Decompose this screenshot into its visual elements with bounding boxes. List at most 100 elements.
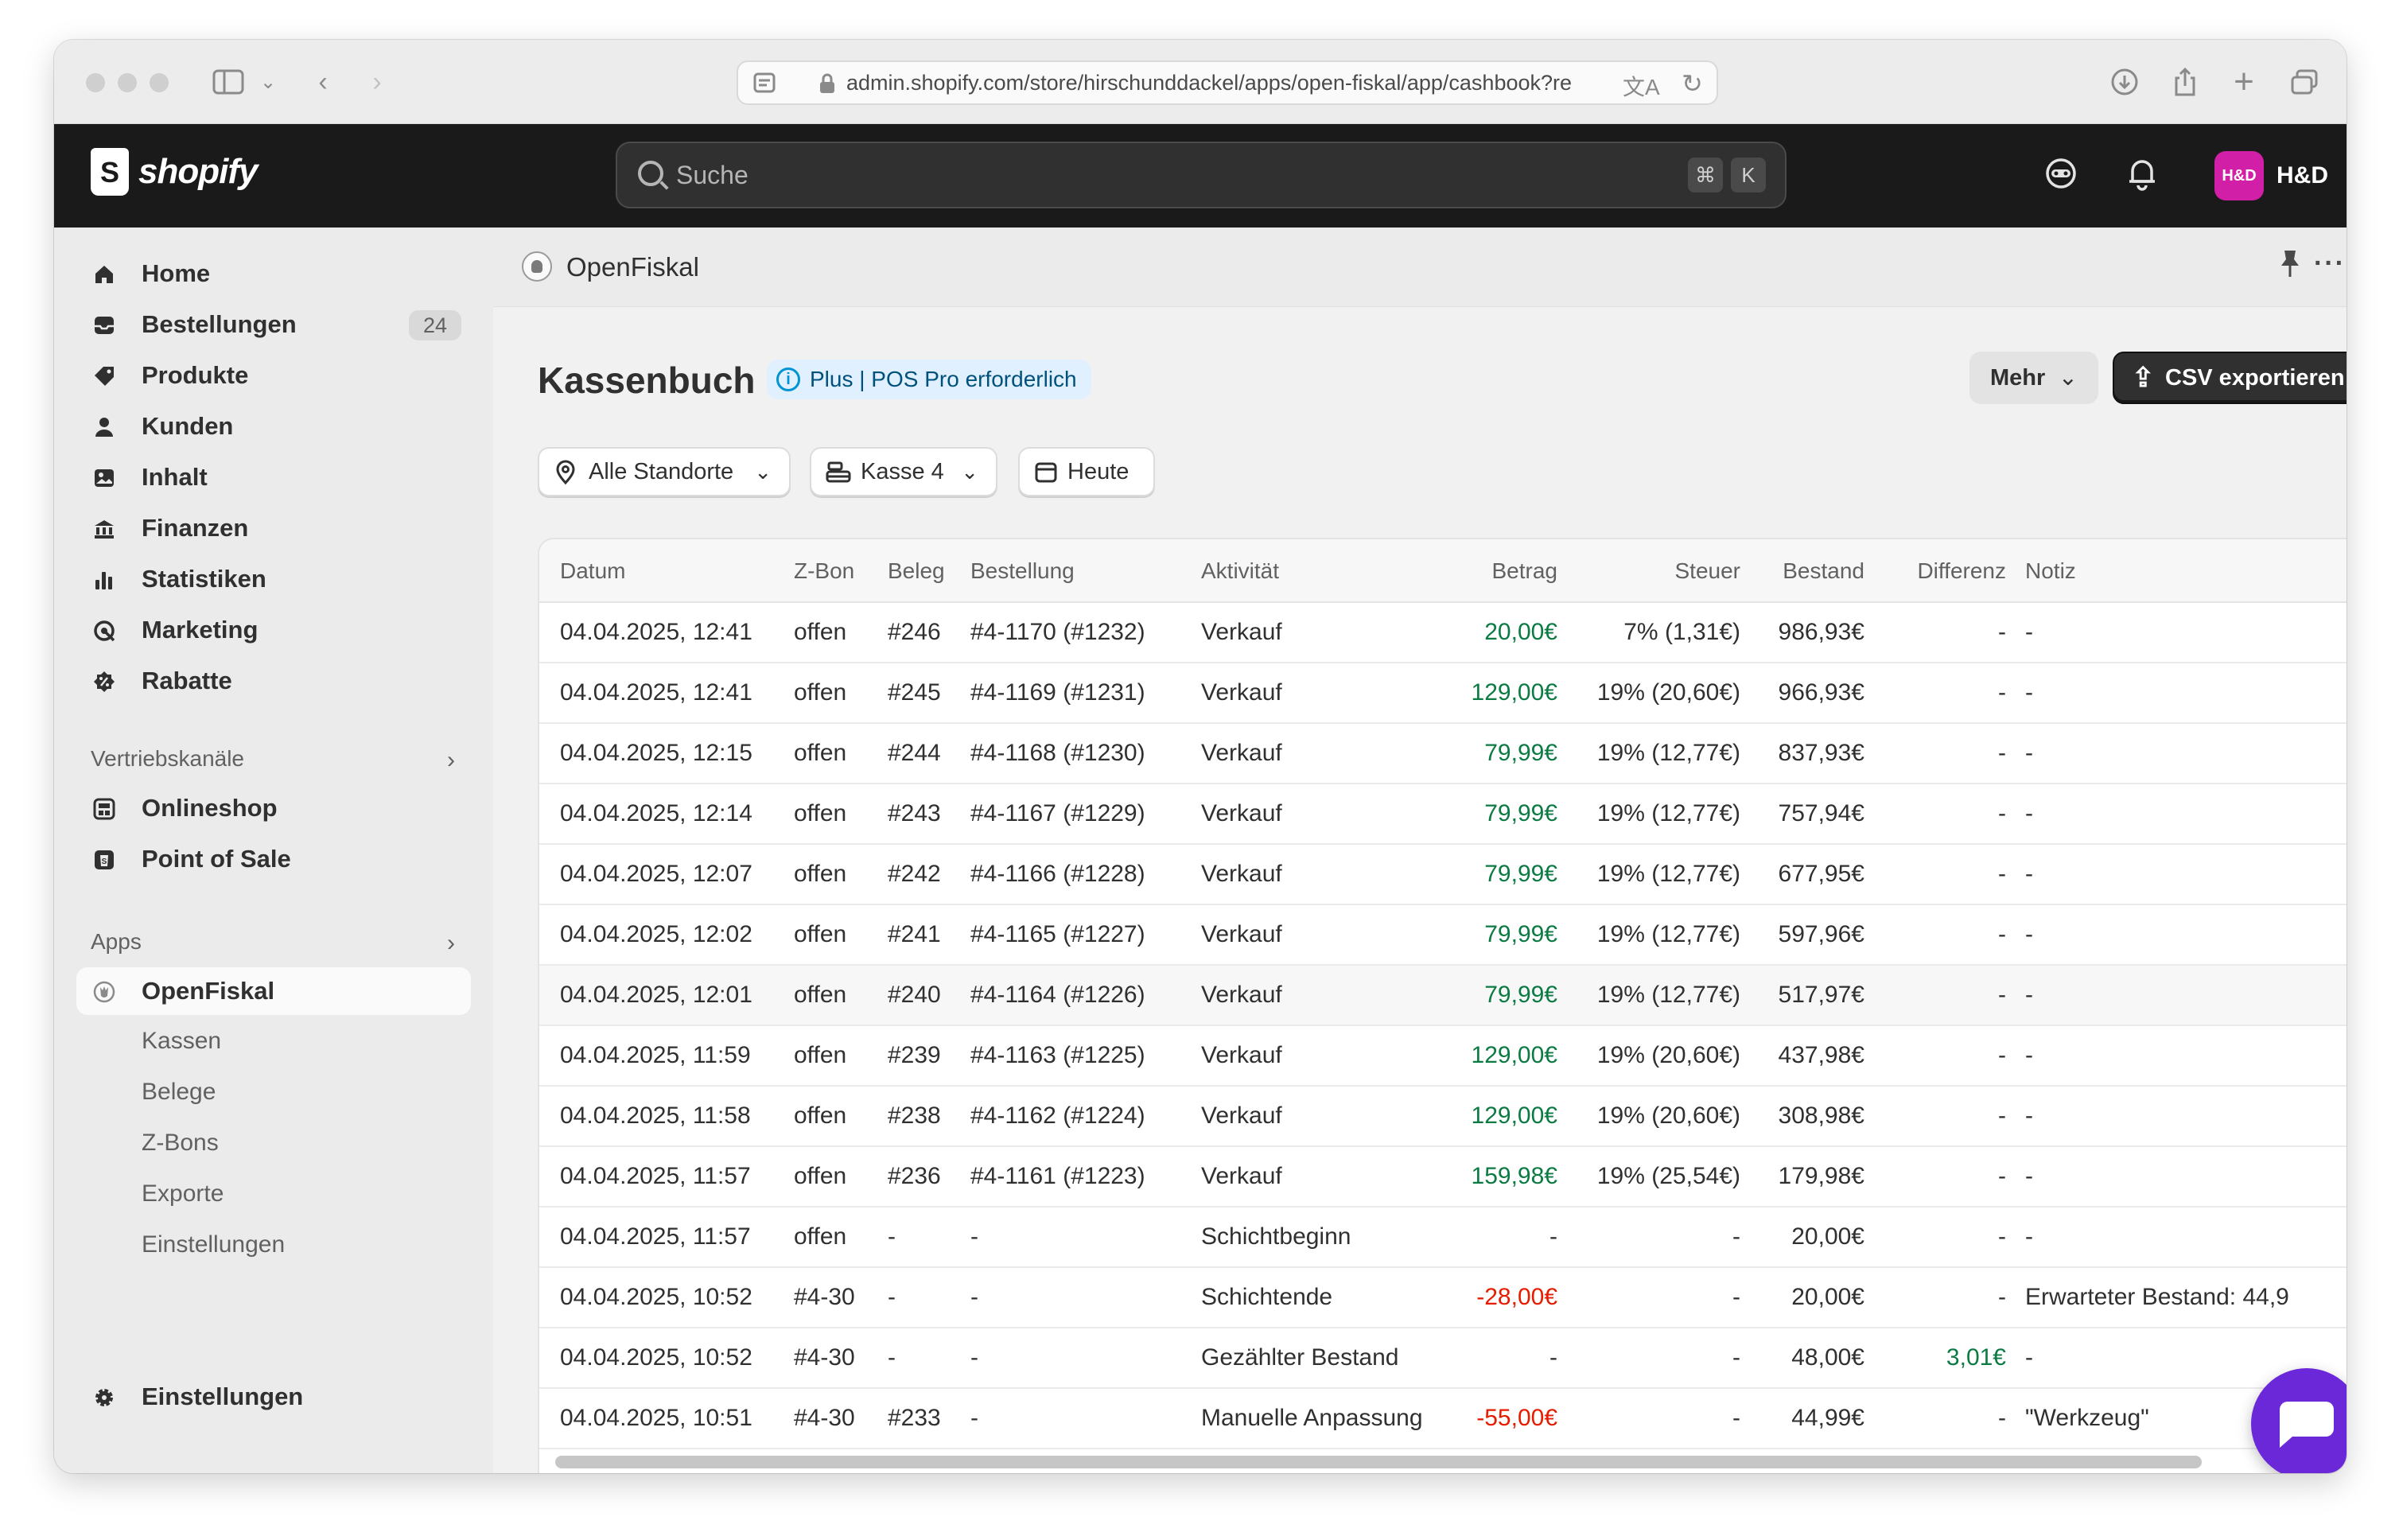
- translate-icon[interactable]: 文A: [1623, 75, 1660, 99]
- cell-difference: -: [1998, 1284, 2006, 1310]
- sidebar-item-openfiskal[interactable]: OpenFiskal: [76, 967, 471, 1015]
- register-filter[interactable]: Kasse 4 ⌄: [810, 447, 997, 496]
- cell-order[interactable]: #4-1165 (#1227): [970, 921, 1145, 947]
- cell-balance: 837,93€: [1778, 740, 1864, 766]
- more-button[interactable]: Mehr ⌄: [1969, 352, 2098, 404]
- cell-activity: Verkauf: [1201, 740, 1282, 766]
- sidebar-subitem-receipts[interactable]: Belege: [142, 1079, 216, 1105]
- cell-order[interactable]: #4-1166 (#1228): [970, 861, 1145, 887]
- horizontal-scrollbar[interactable]: [555, 1456, 2202, 1468]
- csv-export-button[interactable]: ⇪ CSV exportieren: [2113, 352, 2347, 404]
- sales-channels-chevron-icon[interactable]: ›: [447, 747, 455, 773]
- table-row[interactable]: 04.04.2025, 11:57 offen - - Schichtbeginn - -2…: [539, 1208, 2347, 1268]
- column-header-note[interactable]: Notiz: [2025, 558, 2076, 583]
- cell-order[interactable]: #4-1169 (#1231): [970, 679, 1145, 706]
- table-row[interactable]: 04.04.2025, 11:58 offen #238 #4-1162 (#1224…: [539, 1087, 2347, 1147]
- column-header-receipt[interactable]: Beleg: [888, 558, 945, 583]
- column-header-z-report[interactable]: Z-Bon: [794, 558, 855, 583]
- table-row[interactable]: 04.04.2025, 12:14 offen #243 #4-1167 (#1229…: [539, 784, 2347, 845]
- sidebar-subitem-app-settings[interactable]: Einstellungen: [142, 1231, 286, 1258]
- table-row[interactable]: 04.04.2025, 10:52 #4-30 - - Schichtende -28,0…: [539, 1268, 2347, 1328]
- cell-order[interactable]: #4-1170 (#1232): [970, 619, 1145, 645]
- reload-icon[interactable]: ↻: [1682, 69, 1703, 98]
- tab-group-chevron-icon[interactable]: ⌄: [259, 71, 277, 93]
- zoom-window-button[interactable]: [150, 73, 169, 92]
- sidebar-item-products[interactable]: Produkte: [76, 352, 471, 399]
- downloads-icon[interactable]: [2106, 64, 2143, 100]
- store-avatar[interactable]: H&D: [2214, 151, 2264, 200]
- search-input[interactable]: Suche ⌘ K: [616, 142, 1787, 208]
- sidebar-item-finance[interactable]: Finanzen: [76, 504, 471, 552]
- minimize-window-button[interactable]: [118, 73, 137, 92]
- cell-activity: Verkauf: [1201, 800, 1282, 826]
- column-header-amount[interactable]: Betrag: [1491, 558, 1558, 583]
- forward-icon[interactable]: ›: [372, 66, 382, 97]
- cell-difference: -: [1998, 1042, 2006, 1068]
- store-name[interactable]: H&D: [2277, 162, 2328, 189]
- openfiskal-logo-icon: [522, 251, 552, 282]
- sidebar-item-settings[interactable]: Einstellungen: [76, 1373, 471, 1421]
- sidebar-item-online-store[interactable]: Onlineshop: [76, 784, 471, 832]
- sidebar-item-marketing[interactable]: Marketing: [76, 606, 471, 654]
- new-tab-icon[interactable]: +: [2234, 62, 2254, 101]
- table-row[interactable]: 04.04.2025, 12:02 offen #241 #4-1165 (#1227…: [539, 905, 2347, 966]
- table-row[interactable]: 04.04.2025, 10:52 #4-30 - - Gezählter Bestan…: [539, 1328, 2347, 1389]
- tab-overview-icon[interactable]: [2286, 64, 2323, 100]
- table-row[interactable]: 04.04.2025, 11:59 offen #239 #4-1163 (#1225…: [539, 1026, 2347, 1087]
- chat-support-button[interactable]: [2251, 1368, 2347, 1473]
- table-row[interactable]: 04.04.2025, 12:07 offen #242 #4-1166 (#1228…: [539, 845, 2347, 905]
- address-bar[interactable]: admin.shopify.com/store/hirschunddackel/…: [737, 60, 1718, 105]
- apps-chevron-icon[interactable]: ›: [447, 930, 455, 956]
- cell-difference: -: [1998, 921, 2006, 947]
- page-menu-icon[interactable]: [752, 72, 776, 98]
- cell-order: -: [970, 1344, 978, 1371]
- cell-order[interactable]: #4-1167 (#1229): [970, 800, 1145, 826]
- sidebar-item-content[interactable]: Inhalt: [76, 453, 471, 501]
- cell-order[interactable]: #4-1161 (#1223): [970, 1163, 1145, 1189]
- cell-order[interactable]: #4-1164 (#1226): [970, 982, 1145, 1008]
- table-row[interactable]: 04.04.2025, 11:57 offen #236 #4-1161 (#1223…: [539, 1147, 2347, 1208]
- sidebar-item-point-of-sale[interactable]: S Point of Sale: [76, 835, 471, 883]
- column-header-date[interactable]: Datum: [560, 558, 626, 583]
- cell-receipt: #245: [888, 679, 941, 706]
- cell-balance: 179,98€: [1778, 1163, 1864, 1189]
- sidebar-subitem-exports[interactable]: Exporte: [142, 1180, 224, 1207]
- sidebar-toggle-icon[interactable]: [210, 64, 247, 100]
- column-header-activity[interactable]: Aktivität: [1201, 558, 1280, 583]
- sidebar-item-discounts[interactable]: Rabatte: [76, 657, 471, 705]
- cell-order[interactable]: #4-1162 (#1224): [970, 1102, 1145, 1129]
- table-row[interactable]: 04.04.2025, 12:41 offen #245 #4-1169 (#1231…: [539, 663, 2347, 724]
- column-header-tax[interactable]: Steuer: [1674, 558, 1741, 583]
- sidebar-item-customers[interactable]: Kunden: [76, 402, 471, 450]
- bar-chart-icon: [95, 572, 112, 589]
- date-filter[interactable]: Heute: [1018, 447, 1155, 496]
- column-header-order[interactable]: Bestellung: [970, 558, 1075, 583]
- close-window-button[interactable]: [86, 73, 105, 92]
- back-icon[interactable]: ‹: [318, 66, 328, 97]
- table-row[interactable]: 04.04.2025, 10:51 #4-30 #233 - Manuelle Anpa…: [539, 1389, 2347, 1449]
- sidebar-item-home[interactable]: Home: [76, 250, 471, 298]
- column-header-difference[interactable]: Differenz: [1917, 558, 2006, 583]
- cell-order[interactable]: #4-1168 (#1230): [970, 740, 1145, 766]
- notification-bell-icon[interactable]: [2122, 156, 2162, 196]
- table-row[interactable]: 04.04.2025, 12:41 offen #246 #4-1170 (#1232…: [539, 603, 2347, 663]
- sidebar-item-orders[interactable]: Bestellungen 24: [76, 301, 471, 348]
- column-header-balance[interactable]: Bestand: [1783, 558, 1864, 583]
- bank-icon: [95, 520, 114, 539]
- cell-amount: -55,00€: [1476, 1405, 1557, 1431]
- pin-icon[interactable]: [2278, 248, 2302, 290]
- app-name: OpenFiskal: [566, 252, 699, 282]
- plan-requirement-badge: i Plus | POS Pro erforderlich: [767, 360, 1091, 399]
- location-filter[interactable]: Alle Standorte ⌄: [538, 447, 791, 496]
- table-row[interactable]: 04.04.2025, 12:15 offen #244 #4-1168 (#1230…: [539, 724, 2347, 784]
- cell-date: 04.04.2025, 12:01: [560, 982, 752, 1008]
- sidebar-item-analytics[interactable]: Statistiken: [76, 555, 471, 603]
- sidebar-subitem-registers[interactable]: Kassen: [142, 1028, 222, 1054]
- sidebar-subitem-z-reports[interactable]: Z-Bons: [142, 1130, 219, 1156]
- shopify-logo[interactable]: shopify: [91, 148, 258, 196]
- table-row[interactable]: 04.04.2025, 12:01 offen #240 #4-1164 (#1226…: [539, 966, 2347, 1026]
- sidekick-icon[interactable]: [2041, 156, 2081, 196]
- share-icon[interactable]: [2167, 64, 2203, 100]
- more-actions-icon[interactable]: ···: [2314, 248, 2346, 278]
- cell-order[interactable]: #4-1163 (#1225): [970, 1042, 1145, 1068]
